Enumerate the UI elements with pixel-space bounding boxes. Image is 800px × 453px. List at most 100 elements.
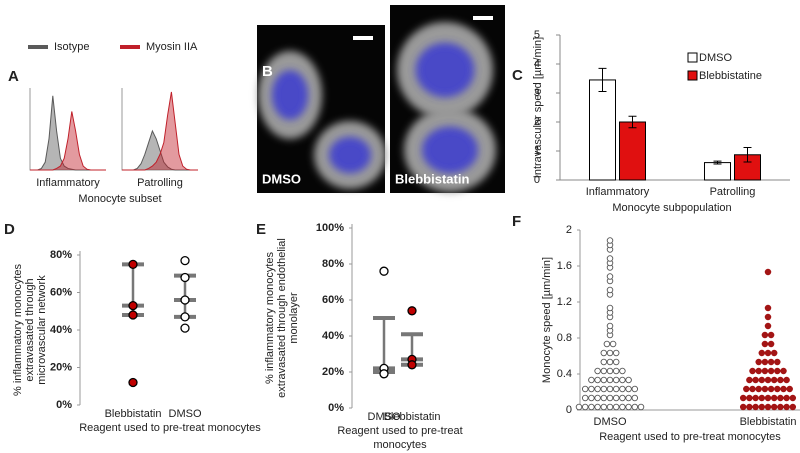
- scale-bar: [473, 16, 493, 20]
- data-point: [761, 367, 769, 375]
- data-point: [752, 394, 759, 402]
- legend-label: Myosin IIA: [146, 41, 198, 53]
- data-point: [764, 313, 772, 321]
- density-curve: [30, 111, 106, 171]
- data-point: [767, 358, 775, 366]
- data-point: [581, 394, 589, 402]
- y-tick-label: 1: [534, 145, 540, 157]
- image-label: DMSO: [262, 171, 301, 186]
- y-tick-label: 0: [566, 404, 572, 416]
- data-point: [128, 310, 138, 320]
- panel-letter: B: [262, 63, 273, 80]
- data-point: [752, 403, 759, 411]
- data-point: [761, 358, 769, 366]
- data-point: [600, 385, 608, 393]
- data-point: [594, 403, 601, 411]
- cell-nucleus: [271, 70, 309, 120]
- bar: [619, 121, 646, 181]
- data-point: [770, 403, 778, 411]
- y-axis-label: monolayer: [288, 292, 300, 344]
- data-point: [755, 358, 762, 366]
- data-point: [606, 349, 614, 357]
- data-point: [588, 385, 595, 393]
- y-axis-label: extravasated through endothelial: [276, 238, 288, 398]
- x-axis-label: monocytes: [373, 439, 427, 451]
- scale-bar: [353, 36, 373, 40]
- data-point: [180, 312, 190, 322]
- data-point: [600, 394, 608, 402]
- data-point: [761, 331, 769, 339]
- data-point: [625, 376, 632, 384]
- legend-swatch: [687, 70, 698, 81]
- data-point: [619, 376, 626, 384]
- legend-label: Blebbistatine: [699, 70, 762, 82]
- y-tick-label: 60%: [50, 286, 72, 298]
- x-axis-label: Reagent used to pre-treat monocytes: [599, 431, 781, 443]
- density-curve: [122, 91, 198, 171]
- data-point: [631, 403, 639, 411]
- data-point: [180, 255, 190, 266]
- data-point: [761, 385, 769, 393]
- data-point: [612, 376, 620, 384]
- panel-letter: E: [256, 221, 266, 238]
- y-tick-label: 2: [534, 116, 540, 128]
- y-tick-label: 4: [534, 58, 540, 70]
- data-point: [770, 376, 778, 384]
- y-tick-label: 40%: [322, 330, 344, 342]
- data-point: [581, 385, 589, 393]
- data-point: [612, 385, 620, 393]
- data-point: [612, 367, 620, 375]
- data-point: [407, 360, 417, 370]
- panel-letter: F: [512, 213, 521, 230]
- data-point: [609, 340, 617, 348]
- panel-letter: D: [4, 221, 15, 238]
- bar: [589, 79, 616, 181]
- cell-nucleus: [415, 42, 475, 98]
- data-point: [783, 376, 790, 384]
- data-point: [746, 394, 753, 402]
- data-point: [625, 403, 632, 411]
- bar: [704, 162, 731, 181]
- y-tick-label: 100%: [316, 222, 344, 234]
- data-point: [764, 322, 772, 330]
- data-point: [777, 394, 784, 402]
- data-point: [606, 322, 614, 330]
- data-point: [128, 259, 138, 270]
- data-point: [600, 367, 608, 375]
- data-point: [379, 369, 389, 379]
- data-point: [774, 358, 781, 366]
- data-point: [752, 376, 759, 384]
- data-point: [594, 385, 601, 393]
- y-tick-label: 60%: [322, 294, 344, 306]
- data-point: [606, 286, 614, 294]
- data-point: [625, 385, 632, 393]
- data-point: [606, 237, 614, 244]
- data-point: [600, 358, 608, 366]
- legend-swatch: [687, 52, 698, 63]
- x-tick-label: Inflammatory: [586, 186, 650, 198]
- x-tick-label: Patrolling: [710, 186, 756, 198]
- data-point: [619, 394, 626, 402]
- data-point: [619, 367, 626, 375]
- error-bar: [628, 115, 637, 129]
- data-point: [770, 394, 778, 402]
- y-tick-label: 0%: [328, 402, 344, 414]
- x-axis-label: Reagent used to pre-treat: [337, 425, 462, 437]
- x-axis-label: Monocyte subpopulation: [612, 202, 731, 214]
- data-point: [767, 385, 775, 393]
- panel-letter: A: [8, 68, 19, 85]
- data-point: [180, 272, 190, 283]
- data-point: [180, 323, 190, 333]
- y-axis-label: microvascular network: [36, 275, 48, 385]
- panel-letter: C: [512, 67, 523, 84]
- x-tick-label: DMSO: [169, 408, 202, 420]
- data-point: [128, 377, 138, 388]
- data-point: [612, 358, 620, 366]
- data-point: [764, 268, 772, 276]
- legend-label: Isotype: [54, 41, 89, 53]
- data-point: [606, 394, 614, 402]
- subplot-label: Inflammatory: [36, 177, 100, 189]
- y-tick-label: 80%: [50, 249, 72, 261]
- data-point: [637, 403, 645, 411]
